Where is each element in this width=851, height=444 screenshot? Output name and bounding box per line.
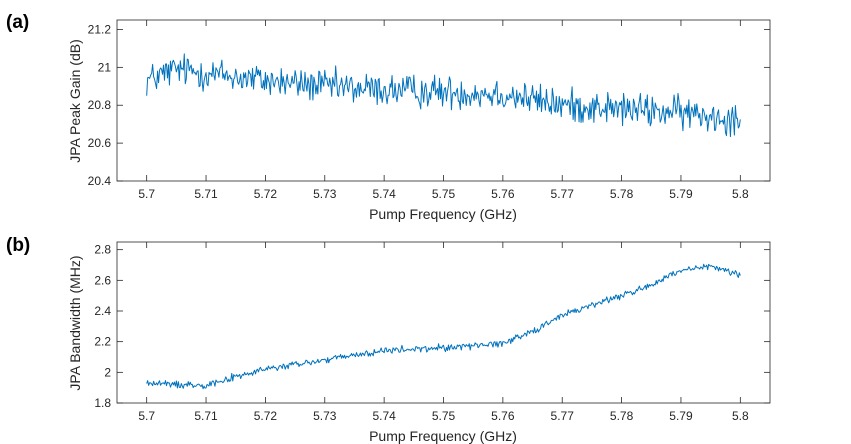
- panel-b-ytick-label: 2.8: [94, 243, 111, 257]
- panel-b-xtick-label: 5.71: [194, 409, 218, 423]
- panel-a-xlabel: Pump Frequency (GHz): [369, 206, 517, 222]
- panel-a-xtick-label: 5.78: [610, 187, 634, 201]
- panel-a-ytick-label: 20.6: [88, 136, 112, 150]
- panel-b-ytick-label: 2: [104, 365, 111, 379]
- panel-b-xtick-label: 5.77: [551, 409, 575, 423]
- panel-b-xtick-label: 5.73: [313, 409, 337, 423]
- panel-b-xtick-label: 5.75: [432, 409, 456, 423]
- panel-b-axes: [116, 241, 771, 404]
- panel-b-xtick-label: 5.74: [372, 409, 396, 423]
- panel-b-ticks: [117, 242, 770, 404]
- panel-a-xtick-label: 5.79: [669, 187, 693, 201]
- panel-a-ytick-label: 21.2: [88, 22, 112, 36]
- panel-a-xtick-label: 5.71: [194, 187, 218, 201]
- panel-b-ytick-label: 2.6: [94, 273, 111, 287]
- panel-b-xtick-label: 5.72: [254, 409, 278, 423]
- panel-a-xtick-label: 5.75: [432, 187, 456, 201]
- panel-b-xtick-label: 5.76: [491, 409, 515, 423]
- panel-a: (a) 5.7 5.71 5.72 5.73 5.74 5.75 5.76 5.77 5.78 5…: [6, 12, 771, 222]
- panel-a-label: (a): [6, 12, 29, 33]
- panel-a-ytick-label: 21: [98, 60, 112, 74]
- panel-a-xtick-label: 5.7: [138, 187, 155, 201]
- panel-b-xtick-label: 5.7: [138, 409, 155, 423]
- panel-a-ytick-label: 20.4: [88, 174, 112, 188]
- panel-b: (b) 5.7 5.71 5.72 5.73 5.74 5.75 5.76 5.77 5.78 5…: [6, 235, 771, 444]
- panel-b-xtick-label: 5.8: [732, 409, 749, 423]
- panel-a-ytick-label: 20.8: [88, 98, 112, 112]
- panel-a-axes: [116, 19, 771, 182]
- panel-b-label: (b): [6, 235, 30, 256]
- panel-b-xtick-label: 5.79: [669, 409, 693, 423]
- panel-b-bandwidth-series: [146, 263, 741, 390]
- panel-a-gain-series: [146, 53, 741, 138]
- panel-a-ylabel: JPA Peak Gain (dB): [67, 39, 83, 162]
- panel-b-tick-labels: 5.7 5.71 5.72 5.73 5.74 5.75 5.76 5.77 5.78 5.79 5…: [94, 243, 749, 423]
- panel-a-xtick-label: 5.77: [551, 187, 575, 201]
- panel-b-ytick-label: 2.2: [94, 335, 111, 349]
- panel-a-xtick-label: 5.74: [372, 187, 396, 201]
- panel-b-ytick-label: 1.8: [94, 396, 111, 410]
- panel-a-ticks: [117, 20, 770, 182]
- panel-b-ytick-label: 2.4: [94, 304, 111, 318]
- panel-a-xtick-label: 5.8: [732, 187, 749, 201]
- panel-a-xtick-label: 5.72: [254, 187, 278, 201]
- panel-b-xlabel: Pump Frequency (GHz): [369, 428, 517, 444]
- panel-a-xtick-label: 5.73: [313, 187, 337, 201]
- panel-b-ylabel: JPA Bandwidth (MHz): [67, 255, 83, 390]
- panel-a-xtick-label: 5.76: [491, 187, 515, 201]
- panel-b-xtick-label: 5.78: [610, 409, 634, 423]
- panel-a-tick-labels: 5.7 5.71 5.72 5.73 5.74 5.75 5.76 5.77 5.78 5.79 5…: [88, 22, 749, 201]
